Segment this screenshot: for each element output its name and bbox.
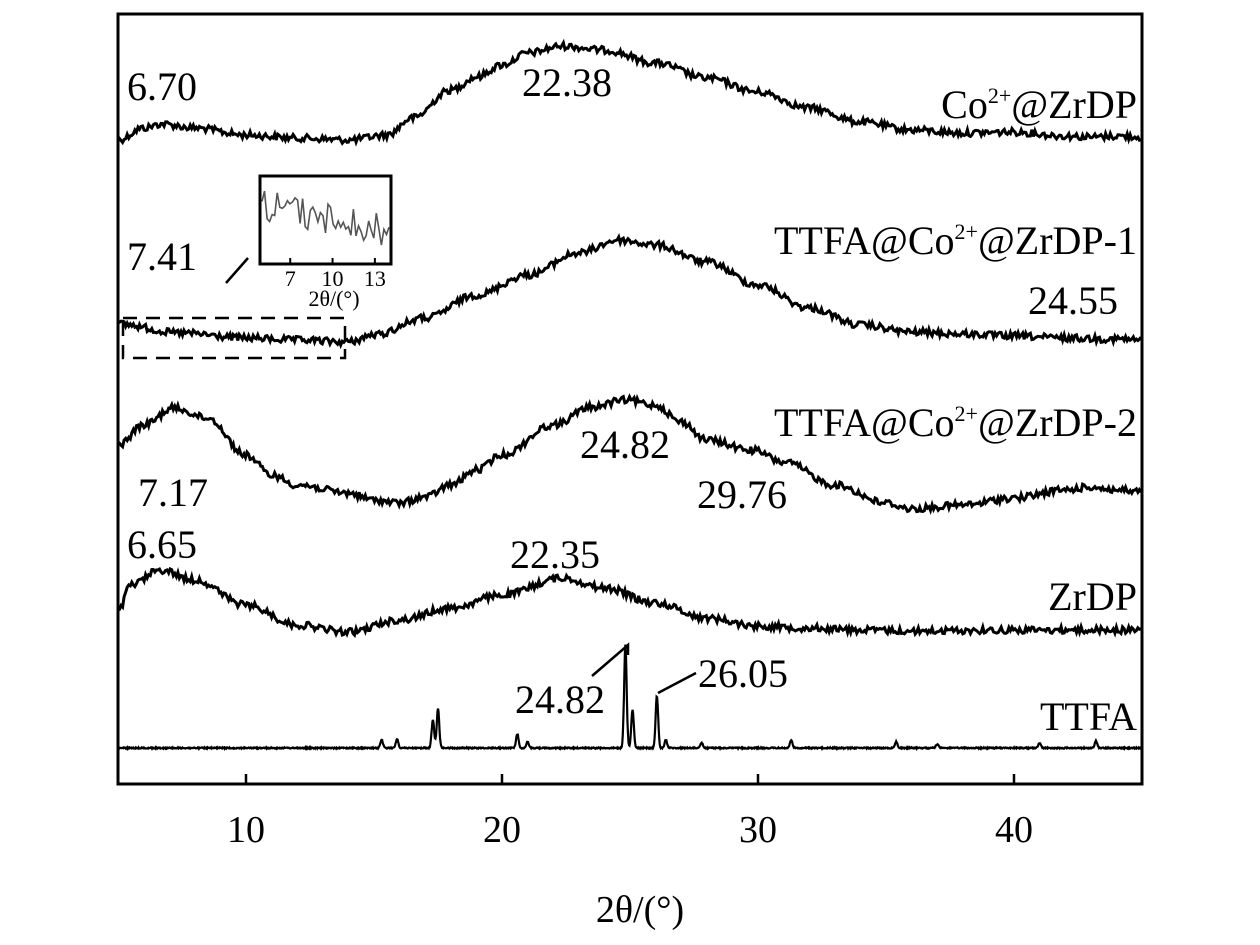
x-tick-label-10: 10 [227,809,265,851]
peak-label-ttfa2-2976: 29.76 [697,472,787,517]
series-label-ttfa1-sup: 2+ [955,219,978,244]
series-2-curve [117,232,1143,350]
peak-label-ttfa-2482: 24.82 [515,677,605,722]
inset-tick-label-7: 7 [285,266,296,291]
peak-label-co-zrdp-670: 6.70 [127,64,197,109]
series-label-co-zrdp: Co2+@ZrDP [941,82,1137,127]
series-label-ttfa-co-zrdp-1: TTFA@Co2+@ZrDP-1 [774,218,1137,263]
series-label-ttfa1-part-2: @ZrDP-1 [978,218,1137,263]
inset-plot: 7 10 13 2θ/(°) [258,174,393,311]
series-label-co-zrdp-part-2: @ZrDP [1011,82,1137,127]
inset-frame [258,174,393,266]
leader-line-741 [225,257,249,284]
inset-zoom-region [121,316,347,360]
series-label-zrdp: ZrDP [1048,574,1137,619]
series-label-ttfa: TTFA [1040,694,1137,739]
series-label-ttfa-co-zrdp-2: TTFA@Co2+@ZrDP-2 [774,400,1137,445]
x-tick-label-20: 20 [483,809,521,851]
leader-line-ttfa-2605 [657,671,697,695]
peak-label-zrdp-665: 6.65 [127,522,197,567]
series-3-curve [117,393,1143,515]
series-label-ttfa2-part-1: TTFA@Co [774,400,955,445]
series-label-ttfa2-part-2: @ZrDP-2 [978,400,1137,445]
inset-curve [261,190,390,246]
peak-label-ttfa2-2482: 24.82 [580,422,670,467]
peak-label-ttfa2-717: 7.17 [138,470,208,515]
series-1-curve [116,38,1142,147]
inset-axis-title: 2θ/(°) [308,286,359,311]
series-label-co-zrdp-part-1: Co [941,82,988,127]
x-axis-title: 2θ/(°) [596,889,684,931]
peak-label-ttfa-2605: 26.05 [698,651,788,696]
series-4-curve [117,566,1142,639]
peak-label-ttfa1-2455: 24.55 [1028,278,1118,323]
leader-line-ttfa-2482 [591,642,630,677]
plot-frame [116,12,1144,786]
peak-label-ttfa1-741: 7.41 [127,234,197,279]
inset-tick-label-13: 13 [364,266,386,291]
peak-label-zrdp-2235: 22.35 [510,532,600,577]
series-label-ttfa2-sup: 2+ [955,401,978,426]
peak-label-co-zrdp-2238: 22.38 [522,60,612,105]
series-label-ttfa1-part-1: TTFA@Co [774,218,955,263]
inset-tick-label-10: 10 [322,266,344,291]
x-tick-label-30: 30 [739,809,777,851]
x-tick-label-40: 40 [995,809,1033,851]
series-5-curve [117,644,1143,752]
series-label-co-zrdp-sup: 2+ [988,83,1011,108]
